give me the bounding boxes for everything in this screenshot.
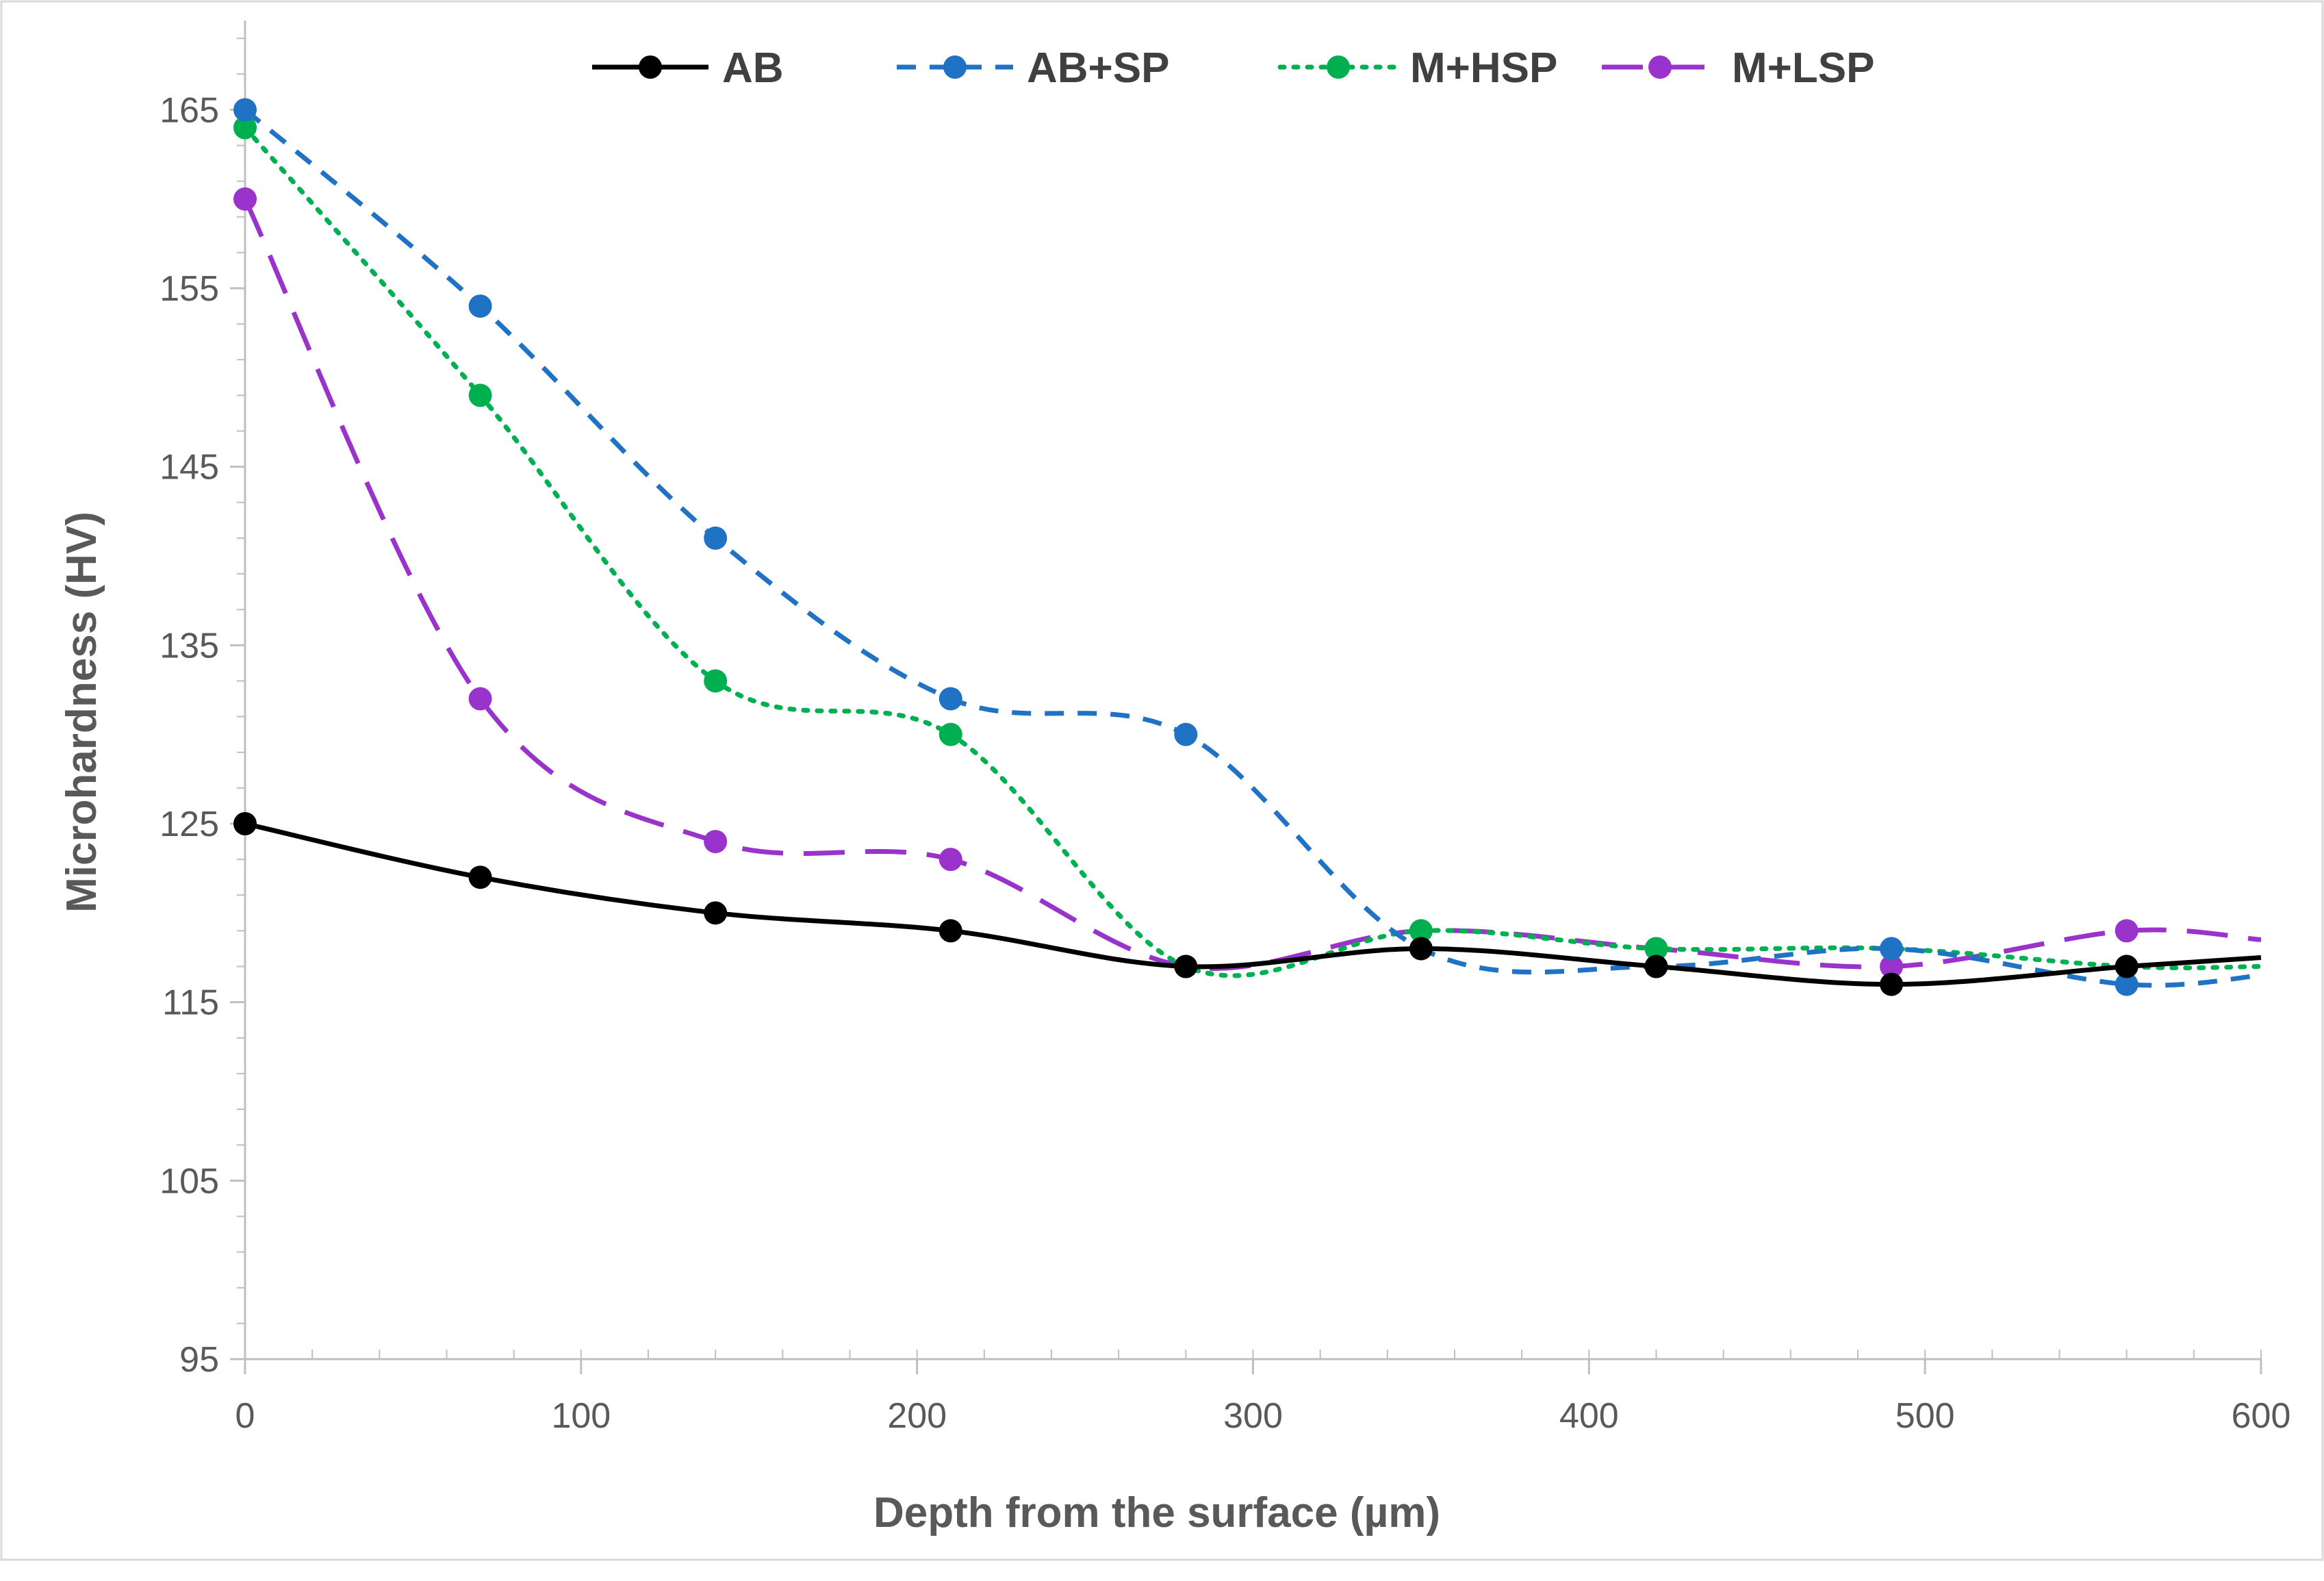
series-layer <box>233 98 2264 996</box>
y-tick-label: 165 <box>159 90 219 130</box>
data-point-ab <box>1409 937 1433 961</box>
y-tick-label: 115 <box>162 983 219 1023</box>
legend: AB AB+SP M+HSP M+LSP <box>592 45 1874 92</box>
x-tick-label: 500 <box>1895 1396 1955 1436</box>
y-tick-label: 135 <box>159 626 219 666</box>
data-point-ab-sp <box>468 294 492 318</box>
legend-label-m-hsp: M+HSP <box>1410 45 1557 92</box>
data-point-ab-sp <box>704 526 728 550</box>
legend-swatch-marker-m-lsp <box>1648 55 1672 79</box>
x-tick-label: 0 <box>235 1396 255 1436</box>
data-point-m-hsp <box>1644 937 1668 961</box>
series-line-m-lsp <box>242 198 2262 971</box>
data-point-m-lsp <box>468 687 492 711</box>
legend-swatch-marker-m-hsp <box>1327 55 1350 79</box>
data-point-ab-sp <box>2115 972 2138 996</box>
legend-item-m-lsp: M+LSP <box>1602 45 1874 92</box>
data-point-ab <box>704 901 728 925</box>
data-point-ab <box>1174 954 1198 978</box>
data-point-m-hsp <box>1409 919 1433 943</box>
data-point-ab <box>938 919 962 943</box>
x-tick-label: 300 <box>1223 1396 1283 1436</box>
x-tick-label: 100 <box>551 1396 611 1436</box>
legend-item-ab: AB <box>592 45 784 92</box>
x-tick-label: 600 <box>2232 1396 2291 1436</box>
series-line-ab-sp <box>243 107 2262 988</box>
y-tick-label: 105 <box>159 1161 219 1201</box>
legend-label-m-lsp: M+LSP <box>1732 45 1874 92</box>
data-point-ab <box>468 865 492 889</box>
legend-label-ab-sp: AB+SP <box>1027 45 1169 92</box>
data-point-ab-sp <box>233 98 257 122</box>
data-point-m-hsp <box>468 383 492 407</box>
data-point-m-hsp <box>704 669 728 693</box>
data-point-ab <box>1880 972 1904 996</box>
data-point-ab-sp <box>938 687 962 711</box>
data-point-m-hsp <box>938 722 962 746</box>
data-point-m-lsp <box>2115 919 2138 943</box>
data-point-ab-sp <box>1174 722 1198 746</box>
axes: 95 105 115 125 135 145 155 165 0 100 200 300 400 500 6… <box>159 21 2290 1436</box>
data-point-m-lsp <box>938 848 962 872</box>
x-tick-label: 200 <box>887 1396 947 1436</box>
data-point-ab <box>1644 954 1668 978</box>
legend-swatch-marker-ab <box>639 55 662 79</box>
data-point-ab <box>233 812 257 835</box>
legend-item-ab-sp: AB+SP <box>897 45 1169 92</box>
y-tick-label: 145 <box>159 448 219 488</box>
data-point-m-lsp <box>1880 954 1904 978</box>
y-tick-label: 95 <box>179 1340 219 1380</box>
x-axis-title: Depth from the surface (µm) <box>873 1489 1440 1536</box>
data-point-m-lsp <box>704 830 728 854</box>
data-point-m-lsp <box>233 187 257 211</box>
y-tick-label: 125 <box>159 805 219 844</box>
y-axis-title: Microhardness (HV) <box>58 511 105 913</box>
data-point-ab-sp <box>1880 937 1904 961</box>
series-line-m-hsp <box>242 125 2264 978</box>
y-tick-label: 155 <box>159 269 219 309</box>
x-tick-label: 400 <box>1559 1396 1619 1436</box>
legend-swatch-marker-ab-sp <box>943 55 967 79</box>
series-line-ab <box>244 821 2262 987</box>
legend-label-ab: AB <box>722 45 784 92</box>
data-point-m-hsp <box>233 116 257 140</box>
legend-item-m-hsp: M+HSP <box>1277 45 1557 92</box>
data-point-ab <box>2115 954 2138 978</box>
